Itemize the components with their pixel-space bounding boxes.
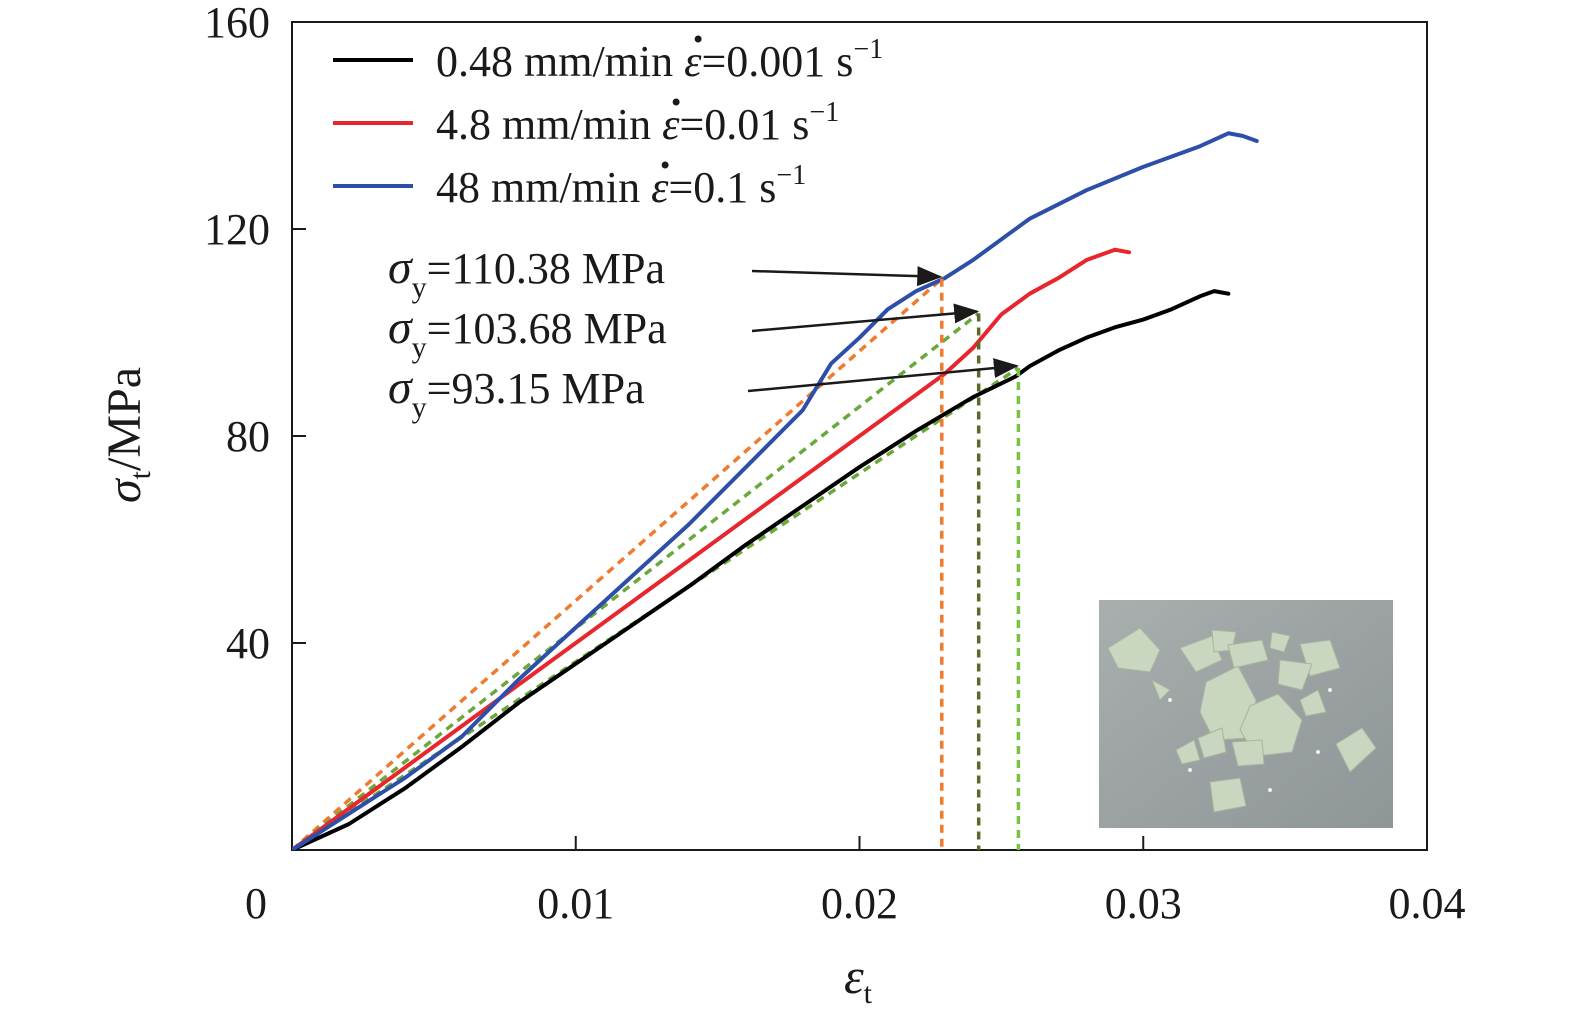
axes: 0 0.01 0.02 0.03 0.04 40 80 120 160 — [204, 0, 1466, 928]
series-line — [292, 289, 1231, 850]
yield-arrow — [751, 266, 943, 287]
series-line — [292, 247, 1132, 850]
y-tick-label: 40 — [226, 619, 270, 668]
legend-label: 48 mm/min ε=0.1 s−1 — [436, 160, 806, 212]
yield-annotation-label: σy=93.15 MPa — [388, 361, 645, 424]
fit-line — [292, 277, 943, 850]
y-tick-label: 160 — [204, 0, 270, 47]
x-tick-label: 0.01 — [537, 879, 614, 928]
y-tick-label: 80 — [226, 412, 270, 461]
series-line — [292, 131, 1259, 850]
svg-text:σt/MPa: σt/MPa — [98, 367, 157, 503]
series-lines — [292, 131, 1259, 850]
yield-annotation-label: σy=103.68 MPa — [388, 301, 667, 364]
yield-arrow — [747, 358, 1019, 393]
epsilon-dot — [661, 161, 669, 169]
legend-label: 4.8 mm/min ε=0.01 s−1 — [436, 97, 839, 149]
x-tick-label: 0.04 — [1389, 879, 1466, 928]
svg-text:εt: εt — [844, 948, 873, 1010]
x-tick-label: 0 — [245, 879, 267, 928]
epsilon-dot — [694, 35, 702, 43]
specimen-photo-inset — [1099, 600, 1393, 828]
yield-markers — [940, 278, 1021, 850]
y-tick-label: 120 — [204, 205, 270, 254]
yield-annotation-label: σy=110.38 MPa — [388, 241, 665, 304]
epsilon-dot — [672, 98, 680, 106]
x-axis-label: εt — [844, 948, 873, 1010]
legend: 0.48 mm/min ε=0.001 s−1 4.8 mm/min ε=0.01… — [333, 34, 883, 212]
x-tick-label: 0.02 — [821, 879, 898, 928]
yield-arrow — [751, 303, 980, 333]
y-axis-label: σt/MPa — [98, 367, 157, 503]
x-tick-label: 0.03 — [1105, 879, 1182, 928]
legend-label: 0.48 mm/min ε=0.001 s−1 — [436, 34, 883, 86]
fit-line — [292, 312, 980, 850]
